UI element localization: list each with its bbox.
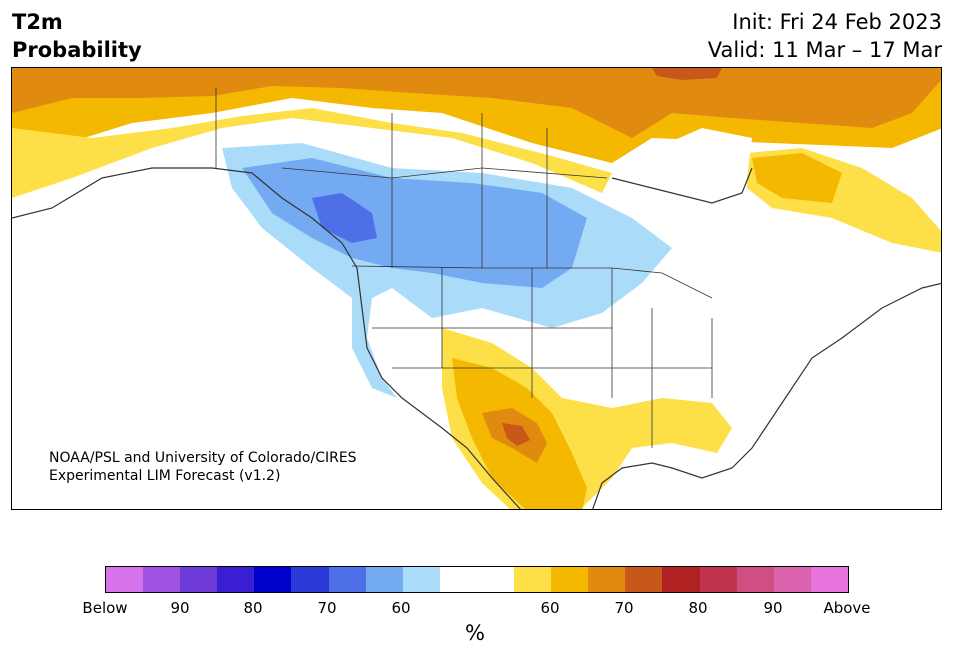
valid-range: Valid: 11 Mar – 17 Mar — [707, 38, 942, 62]
init-date: Init: Fri 24 Feb 2023 — [732, 10, 942, 34]
colorbar-segment — [476, 567, 515, 592]
colorbar-segment — [365, 567, 403, 592]
colorbar-segment — [402, 567, 440, 592]
colorbar-segment — [810, 567, 848, 592]
colorbar-tick-label: 60 — [540, 599, 560, 617]
colorbar-segment — [180, 567, 218, 592]
colorbar-segment — [143, 567, 181, 592]
colorbar-segment — [625, 567, 663, 592]
hudson-bay — [622, 128, 752, 218]
title-line-2: Probability — [12, 38, 142, 62]
colorbar-segment — [736, 567, 774, 592]
credit-text: NOAA/PSL and University of Colorado/CIRE… — [49, 449, 357, 485]
colorbar-tick-label: 70 — [614, 599, 634, 617]
arctic-above-60-region — [12, 108, 612, 198]
colorbar-tick-label: 80 — [688, 599, 708, 617]
colorbar-tick-label: Above — [823, 599, 871, 617]
colorbar-ticks: Below 90 80 70 60 60 70 80 90 Above — [0, 599, 953, 619]
map-canvas — [12, 68, 941, 509]
colorbar-segment — [291, 567, 329, 592]
colorbar-segment — [551, 567, 589, 592]
west-below-80-region — [312, 193, 377, 243]
colorbar-tick-label: 80 — [243, 599, 263, 617]
forecast-map — [11, 67, 942, 510]
title-line-1: T2m — [12, 10, 63, 34]
colorbar-tick-label: 60 — [391, 599, 411, 617]
credit-line-1: NOAA/PSL and University of Colorado/CIRE… — [49, 450, 357, 466]
colorbar-segment — [514, 567, 552, 592]
colorbar — [105, 566, 849, 593]
colorbar-segment — [217, 567, 255, 592]
colorbar-tick-label: 90 — [763, 599, 783, 617]
colorbar-tick-label: 70 — [317, 599, 337, 617]
colorbar-segment — [439, 567, 477, 592]
south-above-90-region — [502, 423, 530, 446]
coastlines — [12, 167, 941, 509]
colorbar-unit: % — [465, 621, 485, 645]
colorbar-segment — [106, 567, 144, 592]
arctic-above-80-region — [12, 68, 941, 138]
map-title: T2m Probability — [12, 8, 142, 64]
west-below-70-region — [242, 158, 587, 288]
colorbar-segment — [699, 567, 737, 592]
labrador-above-70-region — [752, 153, 842, 203]
forecast-dates: Init: Fri 24 Feb 2023 Valid: 11 Mar – 17… — [708, 8, 942, 64]
arctic-above-90-region — [652, 68, 722, 80]
colorbar-segment — [328, 567, 366, 592]
colorbar-segment — [254, 567, 292, 592]
credit-line-2: Experimental LIM Forecast (v1.2) — [49, 468, 281, 484]
colorbar-tick-label: Below — [82, 599, 128, 617]
colorbar-segment — [773, 567, 811, 592]
colorbar-segment — [588, 567, 626, 592]
borders — [215, 88, 713, 448]
colorbar-tick-label: 90 — [170, 599, 190, 617]
colorbar-segment — [662, 567, 700, 592]
